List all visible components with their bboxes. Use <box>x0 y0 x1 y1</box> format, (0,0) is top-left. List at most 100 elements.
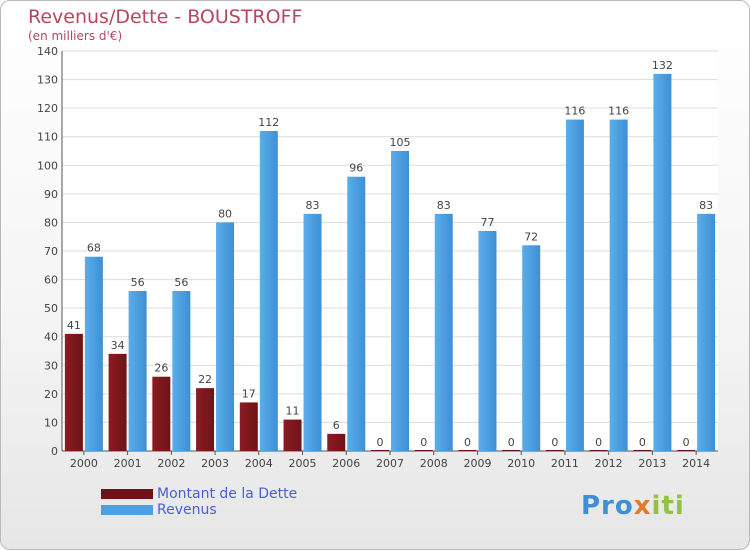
y-tick-label: 40 <box>44 331 58 344</box>
legend-item-debt: Montant de la Dette <box>101 486 297 502</box>
data-label-debt: 0 <box>508 436 515 449</box>
legend-swatch-revenue <box>101 505 153 515</box>
data-label-revenue: 83 <box>699 199 713 212</box>
legend-label-debt: Montant de la Dette <box>157 486 298 502</box>
bar-debt <box>458 450 477 451</box>
x-tick-label: 2013 <box>638 457 666 470</box>
x-tick-label: 2009 <box>463 457 491 470</box>
y-tick-label: 60 <box>44 274 58 287</box>
x-tick-label: 2010 <box>507 457 535 470</box>
bar-debt <box>371 450 389 451</box>
data-label-revenue: 112 <box>258 116 279 129</box>
data-label-debt: 0 <box>377 436 384 449</box>
data-label-revenue: 132 <box>652 59 673 72</box>
bar-revenue <box>391 151 409 451</box>
data-label-debt: 11 <box>286 405 300 418</box>
y-tick-label: 100 <box>37 159 58 172</box>
bar-revenue <box>653 73 672 451</box>
bar-debt <box>677 450 696 451</box>
data-label-revenue: 116 <box>564 105 585 118</box>
x-tick-label: 2004 <box>245 457 273 470</box>
y-tick-label: 110 <box>37 131 58 144</box>
bar-debt <box>633 450 652 451</box>
data-label-debt: 26 <box>154 362 168 375</box>
data-label-debt: 0 <box>683 436 690 449</box>
data-label-debt: 41 <box>67 319 81 332</box>
y-tick-label: 30 <box>44 359 58 372</box>
y-tick-label: 90 <box>44 188 58 201</box>
legend: Montant de la Dette Revenus <box>101 486 297 518</box>
data-label-debt: 34 <box>111 339 125 352</box>
x-tick-label: 2001 <box>114 457 142 470</box>
x-tick-label: 2007 <box>376 457 404 470</box>
bar-revenue <box>522 245 541 451</box>
data-label-debt: 0 <box>639 436 646 449</box>
y-tick-label: 20 <box>44 388 58 401</box>
bar-debt <box>589 450 608 451</box>
data-label-debt: 22 <box>198 373 212 386</box>
bar-revenue <box>347 176 366 451</box>
bar-debt <box>108 353 127 451</box>
bar-debt <box>239 402 258 451</box>
x-tick-label: 2000 <box>70 457 98 470</box>
bar-revenue <box>172 291 191 451</box>
data-label-revenue: 56 <box>174 276 188 289</box>
y-tick-label: 80 <box>44 216 58 229</box>
x-tick-label: 2006 <box>332 457 360 470</box>
legend-item-revenue: Revenus <box>101 502 297 518</box>
bar-revenue <box>84 256 103 451</box>
bar-revenue <box>128 291 147 451</box>
data-label-revenue: 68 <box>87 242 101 255</box>
data-label-debt: 0 <box>595 436 602 449</box>
x-tick-label: 2008 <box>420 457 448 470</box>
y-tick-label: 10 <box>44 416 58 429</box>
x-tick-label: 2011 <box>551 457 579 470</box>
data-label-revenue: 116 <box>608 105 629 118</box>
chart-title: Revenus/Dette - BOUSTROFF <box>28 6 303 28</box>
data-label-revenue: 56 <box>131 276 145 289</box>
bar-revenue <box>697 213 716 451</box>
bar-debt <box>414 450 433 451</box>
data-label-revenue: 83 <box>437 199 451 212</box>
y-tick-label: 50 <box>44 302 58 315</box>
bar-revenue <box>478 231 497 451</box>
bar-debt <box>327 433 346 451</box>
bar-debt <box>64 333 83 451</box>
x-tick-label: 2014 <box>682 457 710 470</box>
y-tick-label: 70 <box>44 245 58 258</box>
bar-revenue <box>434 213 453 451</box>
data-label-revenue: 83 <box>306 199 320 212</box>
bar-revenue <box>216 222 235 451</box>
data-label-debt: 0 <box>551 436 558 449</box>
y-tick-label: 0 <box>51 445 58 458</box>
data-label-revenue: 72 <box>524 230 538 243</box>
data-label-revenue: 80 <box>218 207 232 220</box>
chart-subtitle: (en milliers d'€) <box>28 29 123 43</box>
data-label-revenue: 77 <box>480 216 494 229</box>
x-tick-label: 2003 <box>201 457 229 470</box>
data-label-debt: 17 <box>242 387 256 400</box>
data-label-revenue: 105 <box>390 136 411 149</box>
bar-debt <box>545 450 564 451</box>
proxiti-logo: Proxiti <box>581 491 685 521</box>
bar-revenue <box>609 119 628 452</box>
legend-label-revenue: Revenus <box>157 502 217 518</box>
bar-revenue <box>565 119 584 452</box>
x-tick-label: 2012 <box>595 457 623 470</box>
data-label-debt: 0 <box>464 436 471 449</box>
x-tick-label: 2005 <box>289 457 317 470</box>
bar-debt <box>152 376 171 451</box>
bar-debt <box>502 450 521 451</box>
bar-revenue <box>303 213 322 451</box>
bar-revenue <box>259 131 278 451</box>
bar-debt <box>196 388 215 451</box>
data-label-debt: 0 <box>420 436 427 449</box>
data-label-revenue: 96 <box>349 162 363 175</box>
y-tick-label: 130 <box>37 74 58 87</box>
y-tick-label: 140 <box>37 45 58 58</box>
x-tick-label: 2002 <box>157 457 185 470</box>
data-label-debt: 6 <box>333 419 340 432</box>
legend-swatch-debt <box>101 489 153 499</box>
